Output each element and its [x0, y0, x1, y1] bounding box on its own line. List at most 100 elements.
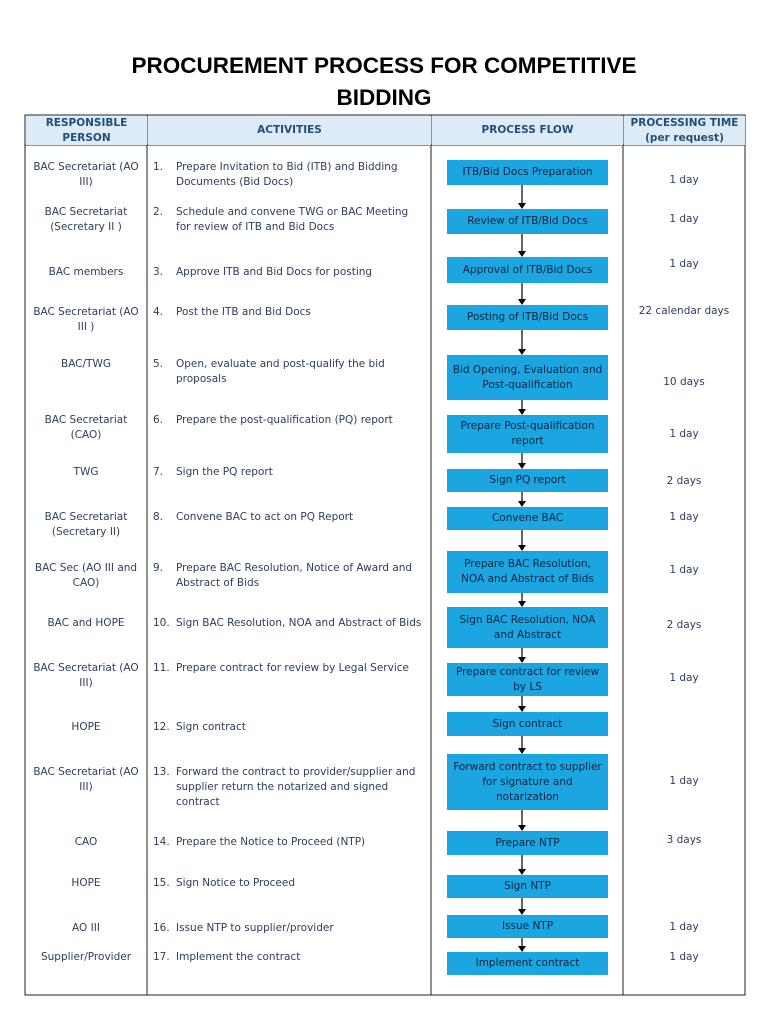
- arrow-head: [518, 409, 526, 415]
- arrow-head: [518, 501, 526, 507]
- responsible-person: BAC Secretariat (Secretary II): [44, 511, 128, 538]
- flow-box: Sign BAC Resolution, NOA and Abstract: [447, 607, 608, 648]
- processing-time: 1 day: [669, 213, 699, 225]
- arrow-head: [518, 869, 526, 875]
- processing-time: 1 day: [669, 564, 699, 576]
- processing-time: 1 day: [669, 258, 699, 270]
- arrow-head: [518, 545, 526, 551]
- processing-time: 1 day: [669, 511, 699, 523]
- step-number: 6.: [153, 414, 164, 426]
- flow-box: ITB/Bid Docs Preparation: [447, 160, 608, 185]
- flow-box: Prepare contract for review by LS: [447, 663, 608, 696]
- step-number: 17.: [153, 951, 170, 963]
- flow-box: Approval of ITB/Bid Docs: [447, 257, 608, 283]
- activity: Post the ITB and Bid Docs: [176, 306, 311, 318]
- responsible-person: BAC Secretariat (AO III): [33, 766, 139, 793]
- activity: Sign the PQ report: [176, 466, 273, 478]
- activity: Approve ITB and Bid Docs for posting: [176, 266, 373, 278]
- activity: Prepare the post-qualification (PQ) repo…: [176, 414, 393, 426]
- activity: Prepare contract for review by Legal Ser…: [176, 662, 409, 674]
- activity: Sign contract: [176, 721, 246, 733]
- arrow-head: [518, 748, 526, 754]
- step-number: 14.: [153, 836, 170, 848]
- processing-time: 2 days: [666, 619, 702, 631]
- arrow-head: [518, 601, 526, 607]
- processing-time: 2 days: [666, 475, 702, 487]
- responsible-person: BAC Secretariat (CAO): [44, 414, 128, 441]
- arrow-head: [518, 825, 526, 831]
- step-number: 12.: [153, 721, 170, 733]
- activity: Sign BAC Resolution, NOA and Abstract of…: [176, 617, 422, 629]
- responsible-person: Supplier/Provider: [40, 951, 132, 963]
- processing-time: 1 day: [669, 775, 699, 787]
- flow-box: Issue NTP: [447, 915, 608, 938]
- responsible-person: BAC and HOPE: [47, 617, 125, 629]
- arrow-head: [518, 299, 526, 305]
- column-header: PROCESSING TIME (per request): [624, 116, 745, 145]
- responsible-person: BAC Secretariat (Secretary II ): [44, 206, 128, 233]
- responsible-person: CAO: [74, 836, 98, 848]
- flow-box: Sign PQ report: [447, 469, 608, 492]
- arrow-head: [518, 909, 526, 915]
- arrow-head: [518, 203, 526, 209]
- processing-time: 3 days: [666, 834, 702, 846]
- flow-box: Forward contract to supplier for signatu…: [447, 754, 608, 810]
- responsible-person: BAC Secretariat (AO III): [33, 161, 139, 188]
- responsible-person: HOPE: [71, 877, 101, 889]
- activity: Prepare the Notice to Proceed (NTP): [176, 836, 366, 848]
- arrow-head: [518, 946, 526, 952]
- arrow-head: [518, 706, 526, 712]
- responsible-person: BAC members: [48, 266, 124, 278]
- flow-box: Review of ITB/Bid Docs: [447, 209, 608, 234]
- responsible-person: AO III: [72, 922, 100, 934]
- step-number: 16.: [153, 922, 170, 934]
- step-number: 15.: [153, 877, 170, 889]
- activity: Prepare Invitation to Bid (ITB) and Bidd…: [176, 161, 398, 188]
- activity: Issue NTP to supplier/provider: [176, 922, 334, 934]
- step-number: 9.: [153, 562, 164, 574]
- flow-box: Sign NTP: [447, 875, 608, 898]
- step-number: 4.: [153, 306, 164, 318]
- step-number: 7.: [153, 466, 164, 478]
- processing-time: 1 day: [669, 428, 699, 440]
- arrow-head: [518, 349, 526, 355]
- step-number: 13.: [153, 766, 170, 778]
- activity: Implement the contract: [176, 951, 301, 963]
- arrow-head: [518, 251, 526, 257]
- column-header: ACTIVITIES: [148, 116, 431, 145]
- step-number: 1.: [153, 161, 164, 173]
- step-number: 11.: [153, 662, 170, 674]
- flow-box: Prepare BAC Resolution, NOA and Abstract…: [447, 551, 608, 593]
- flow-box: Prepare Post-qualification report: [447, 415, 608, 453]
- processing-time: 10 days: [663, 376, 705, 388]
- responsible-person: BAC Secretariat (AO III ): [33, 306, 139, 333]
- processing-time: 22 calendar days: [638, 305, 730, 317]
- title: PROCUREMENT PROCESS FOR COMPETITIVE BIDD…: [131, 53, 637, 110]
- step-number: 2.: [153, 206, 164, 218]
- processing-time: 1 day: [669, 672, 699, 684]
- column-header: RESPONSIBLE PERSON: [26, 116, 147, 145]
- processing-time: 1 day: [669, 951, 699, 963]
- processing-time: 1 day: [669, 921, 699, 933]
- responsible-person: TWG: [73, 466, 99, 478]
- arrow-head: [518, 463, 526, 469]
- flow-box: Prepare NTP: [447, 831, 608, 855]
- step-number: 8.: [153, 511, 164, 523]
- flow-box: Bid Opening, Evaluation and Post-qualifi…: [447, 355, 608, 400]
- responsible-person: BAC/TWG: [60, 358, 111, 370]
- activity: Convene BAC to act on PQ Report: [176, 511, 354, 523]
- activity: Sign Notice to Proceed: [176, 877, 296, 889]
- flow-box: Convene BAC: [447, 507, 608, 530]
- responsible-person: HOPE: [71, 721, 101, 733]
- flow-box: Sign contract: [447, 712, 608, 736]
- processing-time: 1 day: [669, 174, 699, 186]
- column-header: PROCESS FLOW: [432, 116, 623, 145]
- arrow-head: [518, 657, 526, 663]
- activity: Forward the contract to provider/supplie…: [176, 766, 416, 808]
- activity: Schedule and convene TWG or BAC Meeting …: [176, 206, 409, 233]
- step-number: 10.: [153, 617, 170, 629]
- flow-box: Posting of ITB/Bid Docs: [447, 305, 608, 330]
- activity: Open, evaluate and post-qualify the bid …: [176, 358, 385, 385]
